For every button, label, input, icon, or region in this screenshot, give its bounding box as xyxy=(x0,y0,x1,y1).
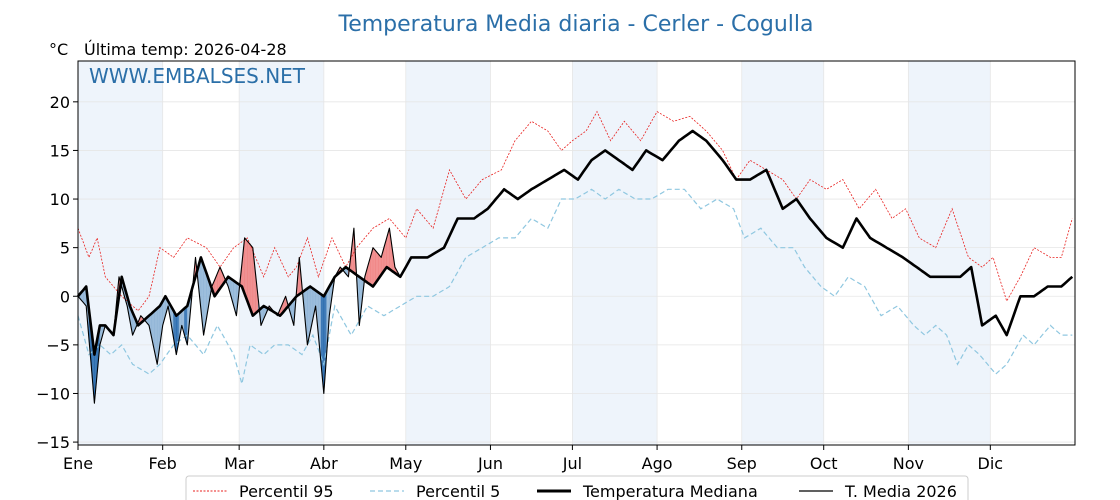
y-axis: 20 15 10 5 0 −5 −10 −15 xyxy=(36,93,78,452)
x-tick-label: Jul xyxy=(562,454,582,473)
x-tick-label: Oct xyxy=(810,454,838,473)
series-line-media xyxy=(77,227,401,404)
y-tick-label: 20 xyxy=(50,93,70,112)
last-temp-label: Última temp: 2026-04-28 xyxy=(84,40,287,59)
x-tick-label: May xyxy=(389,454,422,473)
y-tick-label: −5 xyxy=(46,336,70,355)
series-line-p95 xyxy=(77,110,1073,312)
month-band-May xyxy=(405,61,491,445)
series-line-p5 xyxy=(77,188,1073,384)
anomaly-fill xyxy=(372,246,377,288)
x-tick-label: Ene xyxy=(63,454,93,473)
x-axis: Ene Feb Mar Abr May Jun Jul Ago Sep Oct Nov Dic xyxy=(63,445,1003,473)
x-tick-label: Dic xyxy=(978,454,1004,473)
month-band-Jul xyxy=(572,61,658,445)
plot-area xyxy=(76,61,1075,445)
legend: Percentil 95 Percentil 5 Temperatura Med… xyxy=(185,475,969,500)
anomaly-fill xyxy=(247,240,251,309)
legend-label-median: Temperatura Mediana xyxy=(582,482,758,500)
legend-label-media: T. Media 2026 xyxy=(844,482,957,500)
y-tick-label: 15 xyxy=(50,141,70,160)
anomaly-fill xyxy=(249,243,254,316)
x-tick-label: Feb xyxy=(149,454,177,473)
x-tick-label: Jun xyxy=(477,454,503,473)
unit-label: °C xyxy=(49,40,68,59)
x-tick-label: Ago xyxy=(642,454,673,473)
x-tick-label: Sep xyxy=(727,454,757,473)
x-tick-label: Nov xyxy=(893,454,924,473)
y-tick-label: 0 xyxy=(60,287,70,306)
y-tick-label: 5 xyxy=(60,239,70,258)
month-band-Nov xyxy=(908,61,991,445)
x-tick-label: Abr xyxy=(310,454,338,473)
legend-label-p5: Percentil 5 xyxy=(416,482,500,500)
watermark: WWW.EMBALSES.NET xyxy=(89,64,306,88)
legend-box xyxy=(185,475,969,500)
plot-frame xyxy=(77,60,1076,446)
legend-label-p95: Percentil 95 xyxy=(239,482,334,500)
y-tick-label: −15 xyxy=(36,433,70,452)
month-band-Sep xyxy=(741,61,824,445)
y-tick-label: −10 xyxy=(36,384,70,403)
series-line-median xyxy=(76,129,1074,356)
chart-title: Temperatura Media diaria - Cerler - Cogu… xyxy=(338,12,814,37)
x-tick-label: Mar xyxy=(224,454,255,473)
y-tick-label: 10 xyxy=(50,190,70,209)
